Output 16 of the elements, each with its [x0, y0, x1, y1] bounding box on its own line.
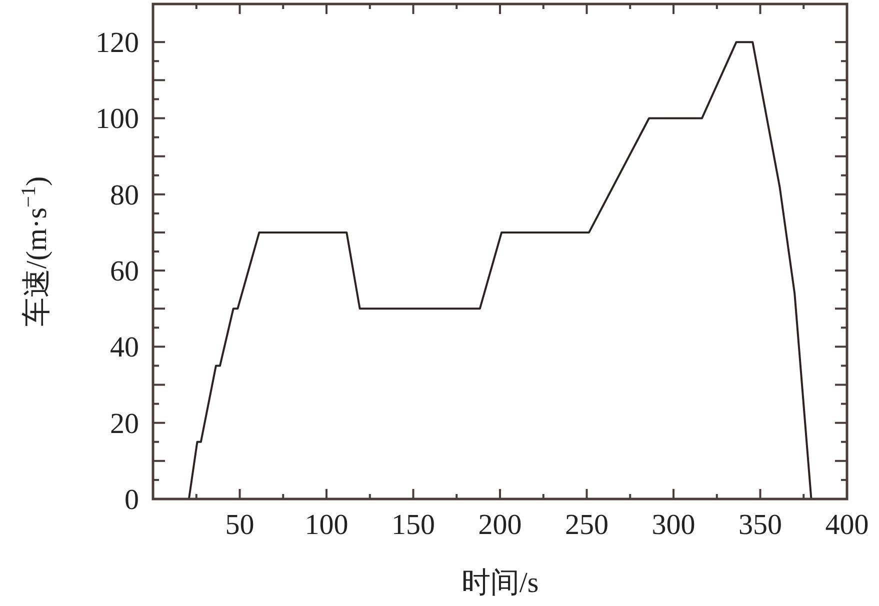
y-tick-label: 60	[110, 256, 139, 288]
x-tick-label: 400	[825, 509, 869, 541]
y-tick-label: 120	[96, 27, 139, 60]
y-tick-label: 20	[110, 408, 139, 440]
x-tick-label: 150	[392, 509, 435, 541]
y-tick-label: 40	[110, 332, 139, 364]
x-tick-label: 100	[304, 509, 348, 541]
x-tick-label: 350	[738, 509, 782, 541]
y-tick-label: 0	[124, 484, 139, 516]
x-axis-title: 时间/s	[461, 567, 539, 599]
x-tick-label: 50	[225, 509, 254, 541]
x-tick-label: 300	[652, 509, 696, 541]
x-tick-label: 250	[565, 509, 608, 541]
y-tick-label: 100	[96, 103, 139, 136]
y-tick-label: 80	[110, 179, 139, 212]
x-tick-label: 200	[478, 509, 522, 541]
